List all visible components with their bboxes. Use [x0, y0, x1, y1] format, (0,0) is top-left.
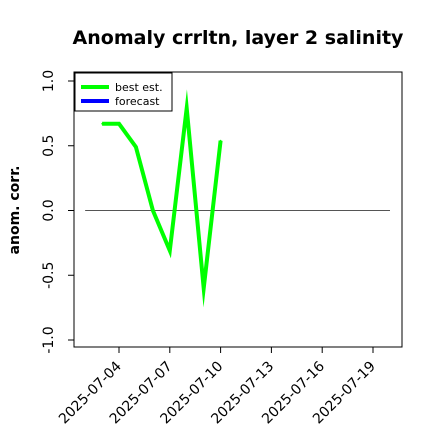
series-point: [169, 249, 171, 252]
series-point: [101, 122, 103, 125]
series-point: [152, 209, 154, 212]
series-point: [185, 107, 188, 109]
series-point: [219, 139, 222, 142]
legend-label: forecast: [115, 95, 160, 108]
y-tick-label: 1.0: [41, 70, 57, 92]
plot-frame: [73, 71, 403, 348]
series-group: [101, 89, 223, 308]
chart-title: Anomaly crrltn, layer 2 salinity: [73, 27, 404, 49]
y-axis-label: anom. corr.: [7, 166, 23, 255]
series-point: [135, 146, 137, 148]
y-tick-label: 0.0: [41, 199, 57, 221]
series-line-0: [102, 89, 223, 308]
x-axis: 2025-07-042025-07-072025-07-102025-07-13…: [56, 347, 379, 427]
y-tick-label: -0.5: [41, 262, 57, 289]
legend: best est.forecast: [74, 72, 173, 112]
y-tick-label: 0.5: [41, 135, 57, 157]
legend-box: [74, 72, 173, 112]
series-point: [118, 122, 120, 125]
y-tick-label: -1.0: [41, 326, 57, 353]
y-axis: -1.0 -0.5 0.0 0.5 1.0: [41, 70, 74, 354]
legend-label: best est.: [115, 81, 163, 94]
series-point: [202, 287, 205, 290]
